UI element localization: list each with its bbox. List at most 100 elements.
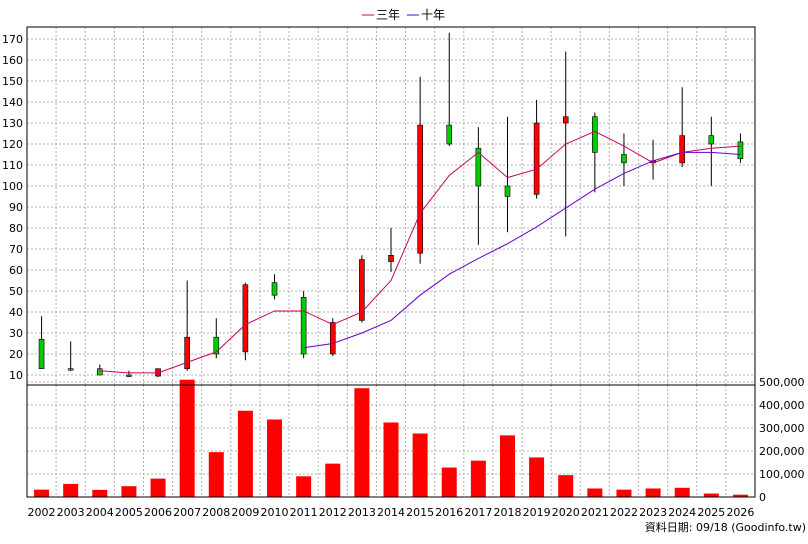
candle-body	[737, 141, 744, 159]
volume-bar	[558, 475, 574, 497]
price-tick-label: 40	[9, 306, 23, 319]
year-tick-label: 2007	[173, 506, 201, 519]
year-tick-label: 2018	[493, 506, 521, 519]
volume-bar	[674, 487, 690, 497]
year-tick-label: 2020	[552, 506, 580, 519]
candle-body	[621, 154, 627, 164]
price-tick-label: 30	[9, 327, 23, 340]
candle-body	[213, 336, 220, 355]
price-tick-label: 110	[2, 159, 23, 172]
moving-average-line	[303, 151, 741, 349]
year-tick-label: 2010	[261, 506, 289, 519]
volume-bar	[325, 463, 341, 497]
legend: 三年 十年	[362, 8, 445, 22]
price-tick-label: 150	[2, 75, 23, 88]
price-tick-label: 160	[2, 54, 23, 67]
year-tick-label: 2012	[319, 506, 347, 519]
candle-body	[388, 255, 394, 262]
volume-bar	[441, 467, 457, 497]
candle-body	[126, 374, 132, 377]
price-tick-label: 120	[2, 138, 23, 151]
price-tick-label: 130	[2, 117, 23, 130]
volume-tick-label: 300,000	[759, 422, 805, 435]
volume-bar	[63, 483, 79, 497]
candle-body	[417, 124, 423, 254]
candle-body	[184, 336, 190, 370]
source-note: 資料日期: 09/18 (Goodinfo.tw)	[645, 520, 806, 534]
year-tick-label: 2004	[86, 506, 114, 519]
price-tick-label: 100	[2, 180, 23, 193]
year-tick-label: 2015	[406, 506, 434, 519]
year-tick-label: 2024	[668, 506, 696, 519]
volume-bar	[587, 488, 603, 497]
price-tick-label: 60	[9, 264, 23, 277]
price-tick-label: 70	[9, 243, 23, 256]
volume-axis: 0 100,000 200,000 300,000 400,000 500,000	[759, 376, 805, 504]
volume-bar	[296, 476, 312, 497]
year-tick-label: 2017	[464, 506, 492, 519]
volume-bar	[92, 489, 108, 497]
candle-body	[475, 147, 482, 187]
volume-panel-frame	[26, 384, 756, 498]
year-tick-label: 2013	[348, 506, 376, 519]
candle-body	[359, 259, 365, 321]
year-tick-label: 2003	[57, 506, 85, 519]
volume-bar	[645, 488, 661, 497]
moving-average-lines	[99, 130, 741, 374]
price-tick-label: 90	[9, 201, 23, 214]
year-tick-label: 2011	[290, 506, 318, 519]
volume-bar	[703, 493, 719, 497]
volume-bar	[499, 435, 515, 497]
candle-body	[38, 338, 45, 369]
candle-body	[504, 185, 511, 197]
year-tick-label: 2019	[523, 506, 551, 519]
year-tick-label: 2005	[115, 506, 143, 519]
volume-bar	[470, 460, 486, 497]
year-tick-label: 2002	[28, 506, 56, 519]
volume-bar	[34, 489, 50, 497]
year-tick-label: 2009	[231, 506, 259, 519]
volume-bar	[237, 410, 253, 497]
volume-bar	[412, 433, 428, 497]
volume-bar	[383, 422, 399, 497]
candle-body	[329, 322, 336, 355]
year-tick-label: 2021	[581, 506, 609, 519]
year-axis: 2002 2003 2004 2005 2006 2007 2008 2009 2010 2011…	[28, 506, 755, 519]
moving-average-line	[99, 130, 741, 374]
year-tick-label: 2022	[610, 506, 638, 519]
candle-body	[97, 368, 103, 376]
price-tick-label: 20	[9, 348, 23, 361]
year-tick-label: 2008	[202, 506, 230, 519]
volume-tick-label: 0	[759, 491, 766, 504]
volume-bar	[354, 388, 370, 497]
year-tick-label: 2014	[377, 506, 405, 519]
candle-body	[679, 135, 686, 164]
year-tick-label: 2016	[435, 506, 463, 519]
year-tick-label: 2025	[697, 506, 725, 519]
volume-bar	[732, 494, 748, 497]
price-candles	[38, 32, 744, 378]
price-tick-label: 50	[9, 285, 23, 298]
candle-body	[562, 116, 569, 124]
legend-label-3yr: 三年	[376, 8, 400, 22]
volume-bar	[616, 489, 632, 497]
volume-tick-label: 500,000	[759, 376, 805, 389]
volume-tick-label: 400,000	[759, 399, 805, 412]
volume-tick-label: 100,000	[759, 468, 805, 481]
volume-bar	[179, 379, 195, 497]
volume-bar	[267, 419, 283, 497]
price-grid	[26, 27, 756, 385]
price-tick-label: 10	[9, 369, 23, 382]
volume-bar	[121, 486, 137, 497]
volume-bar	[150, 478, 166, 497]
price-tick-label: 170	[2, 33, 23, 46]
price-axis: 10 20 30 40 50 60 70 80 90 100 110 120 130 140 150 160 1…	[2, 33, 23, 382]
price-tick-label: 80	[9, 222, 23, 235]
candle-body	[67, 368, 74, 371]
volume-bar	[529, 457, 545, 497]
candle-body	[708, 135, 715, 145]
candle-body	[533, 122, 540, 195]
volume-bar	[208, 452, 224, 497]
